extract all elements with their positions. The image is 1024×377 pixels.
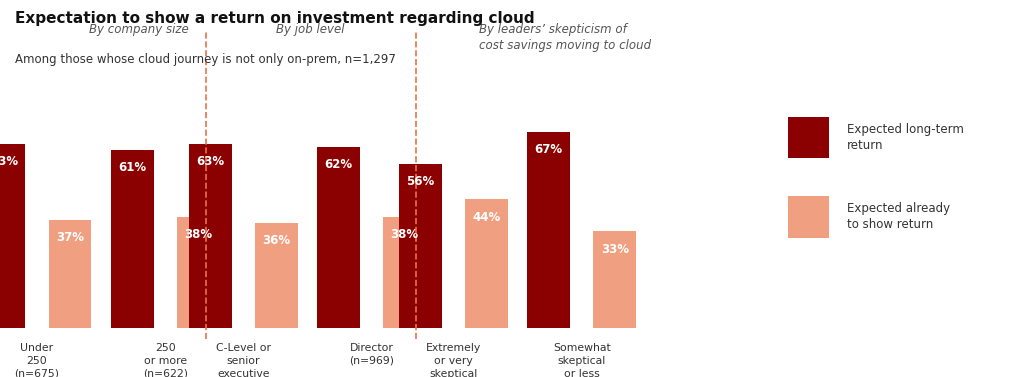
Text: Somewhat
skeptical
or less
(n=730): Somewhat skeptical or less (n=730) [553, 343, 610, 377]
Bar [383, 217, 426, 328]
Bar [527, 132, 570, 328]
Text: Among those whose cloud journey is not only on-prem, n=1,297: Among those whose cloud journey is not o… [15, 53, 396, 66]
Text: Expected already
to show return: Expected already to show return [847, 202, 950, 231]
Text: 250
or more
(n=622): 250 or more (n=622) [143, 343, 187, 377]
Text: 37%: 37% [56, 231, 84, 244]
Text: Director
(n=969): Director (n=969) [349, 343, 394, 366]
Bar [177, 217, 220, 328]
Bar [465, 199, 508, 328]
Text: 38%: 38% [390, 228, 419, 241]
Bar [399, 164, 441, 328]
Text: Extremely
or very
skeptical
(n=567): Extremely or very skeptical (n=567) [426, 343, 481, 377]
Bar [594, 231, 636, 328]
Bar [255, 223, 298, 328]
Bar [317, 147, 360, 328]
Text: 63%: 63% [196, 155, 224, 168]
Text: By company size: By company size [89, 23, 189, 35]
Text: Expected long-term
return: Expected long-term return [847, 123, 964, 152]
Text: 61%: 61% [118, 161, 146, 174]
Text: 44%: 44% [472, 211, 501, 224]
Text: 33%: 33% [601, 243, 629, 256]
Text: C-Level or
senior
executive
(n=328): C-Level or senior executive (n=328) [216, 343, 270, 377]
Bar [788, 196, 829, 238]
Bar [0, 144, 26, 328]
Bar [188, 144, 231, 328]
Text: 62%: 62% [325, 158, 352, 171]
Text: Under
250
(n=675): Under 250 (n=675) [14, 343, 59, 377]
Bar [788, 117, 829, 158]
Text: By job level: By job level [276, 23, 345, 35]
Text: 36%: 36% [262, 234, 291, 247]
Text: 67%: 67% [535, 143, 563, 156]
Text: 38%: 38% [184, 228, 213, 241]
Bar [49, 220, 91, 328]
Bar [111, 150, 154, 328]
Text: 63%: 63% [0, 155, 18, 168]
Text: 56%: 56% [407, 175, 434, 188]
Text: Expectation to show a return on investment regarding cloud: Expectation to show a return on investme… [15, 11, 535, 26]
Text: By leaders’ skepticism of
cost savings moving to cloud: By leaders’ skepticism of cost savings m… [478, 23, 650, 52]
